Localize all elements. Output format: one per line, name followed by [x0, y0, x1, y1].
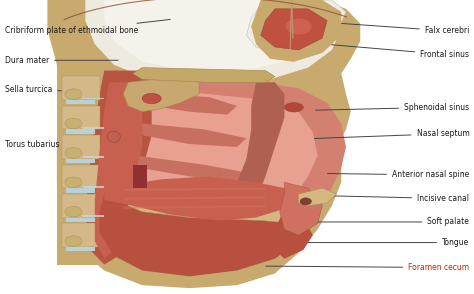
Polygon shape: [66, 247, 95, 251]
Polygon shape: [83, 156, 104, 158]
Text: Dura mater: Dura mater: [5, 56, 118, 65]
Polygon shape: [62, 76, 100, 100]
Polygon shape: [133, 88, 318, 229]
Polygon shape: [83, 215, 104, 217]
Polygon shape: [66, 218, 95, 222]
Circle shape: [65, 89, 82, 99]
Circle shape: [65, 236, 82, 246]
Polygon shape: [280, 182, 322, 235]
Polygon shape: [123, 76, 199, 112]
Polygon shape: [118, 71, 346, 270]
Polygon shape: [66, 188, 95, 193]
Ellipse shape: [284, 103, 303, 112]
Polygon shape: [62, 194, 100, 218]
Polygon shape: [83, 186, 104, 188]
Polygon shape: [66, 100, 95, 104]
Ellipse shape: [142, 93, 161, 104]
Polygon shape: [251, 0, 341, 62]
Polygon shape: [85, 71, 152, 265]
Polygon shape: [47, 0, 360, 288]
Polygon shape: [62, 135, 100, 159]
Text: Falx cerebri: Falx cerebri: [283, 19, 469, 35]
Polygon shape: [299, 188, 337, 206]
Polygon shape: [104, 0, 322, 71]
Polygon shape: [85, 0, 341, 85]
Circle shape: [300, 198, 311, 205]
Polygon shape: [57, 65, 104, 265]
Circle shape: [65, 118, 82, 129]
Text: Frontal sinus: Frontal sinus: [275, 40, 469, 59]
Polygon shape: [152, 94, 237, 115]
Circle shape: [65, 177, 82, 188]
Polygon shape: [123, 188, 265, 191]
Text: Incisive canal: Incisive canal: [318, 194, 469, 203]
Text: Foramen cecum: Foramen cecum: [266, 263, 469, 272]
Text: Tongue: Tongue: [261, 238, 469, 247]
Polygon shape: [62, 106, 100, 129]
Text: Torus tubarius: Torus tubarius: [5, 140, 113, 148]
Polygon shape: [66, 159, 95, 163]
Polygon shape: [237, 82, 284, 212]
Polygon shape: [66, 129, 95, 134]
Text: Nasal septum: Nasal septum: [285, 129, 469, 140]
Polygon shape: [123, 196, 265, 200]
Text: Sella turcica: Sella turcica: [5, 85, 113, 94]
Circle shape: [65, 148, 82, 158]
Text: Soft palate: Soft palate: [316, 218, 469, 226]
Polygon shape: [95, 82, 142, 259]
Polygon shape: [133, 68, 275, 82]
Polygon shape: [100, 194, 308, 276]
Ellipse shape: [285, 18, 312, 34]
Circle shape: [65, 206, 82, 217]
Polygon shape: [83, 98, 104, 99]
Polygon shape: [137, 156, 251, 182]
Text: Cribriform plate of ethmoidal bone: Cribriform plate of ethmoidal bone: [5, 19, 170, 35]
Text: Anterior nasal spine: Anterior nasal spine: [328, 171, 469, 179]
Polygon shape: [275, 209, 313, 259]
Polygon shape: [246, 0, 346, 53]
Polygon shape: [261, 9, 327, 50]
Polygon shape: [62, 165, 100, 188]
Polygon shape: [133, 165, 147, 188]
Polygon shape: [128, 188, 308, 223]
Polygon shape: [62, 223, 100, 247]
Ellipse shape: [107, 131, 120, 142]
Polygon shape: [83, 127, 104, 129]
Polygon shape: [123, 205, 265, 209]
Polygon shape: [142, 123, 246, 147]
Text: Sphenoidal sinus: Sphenoidal sinus: [316, 103, 469, 112]
Polygon shape: [104, 176, 294, 220]
